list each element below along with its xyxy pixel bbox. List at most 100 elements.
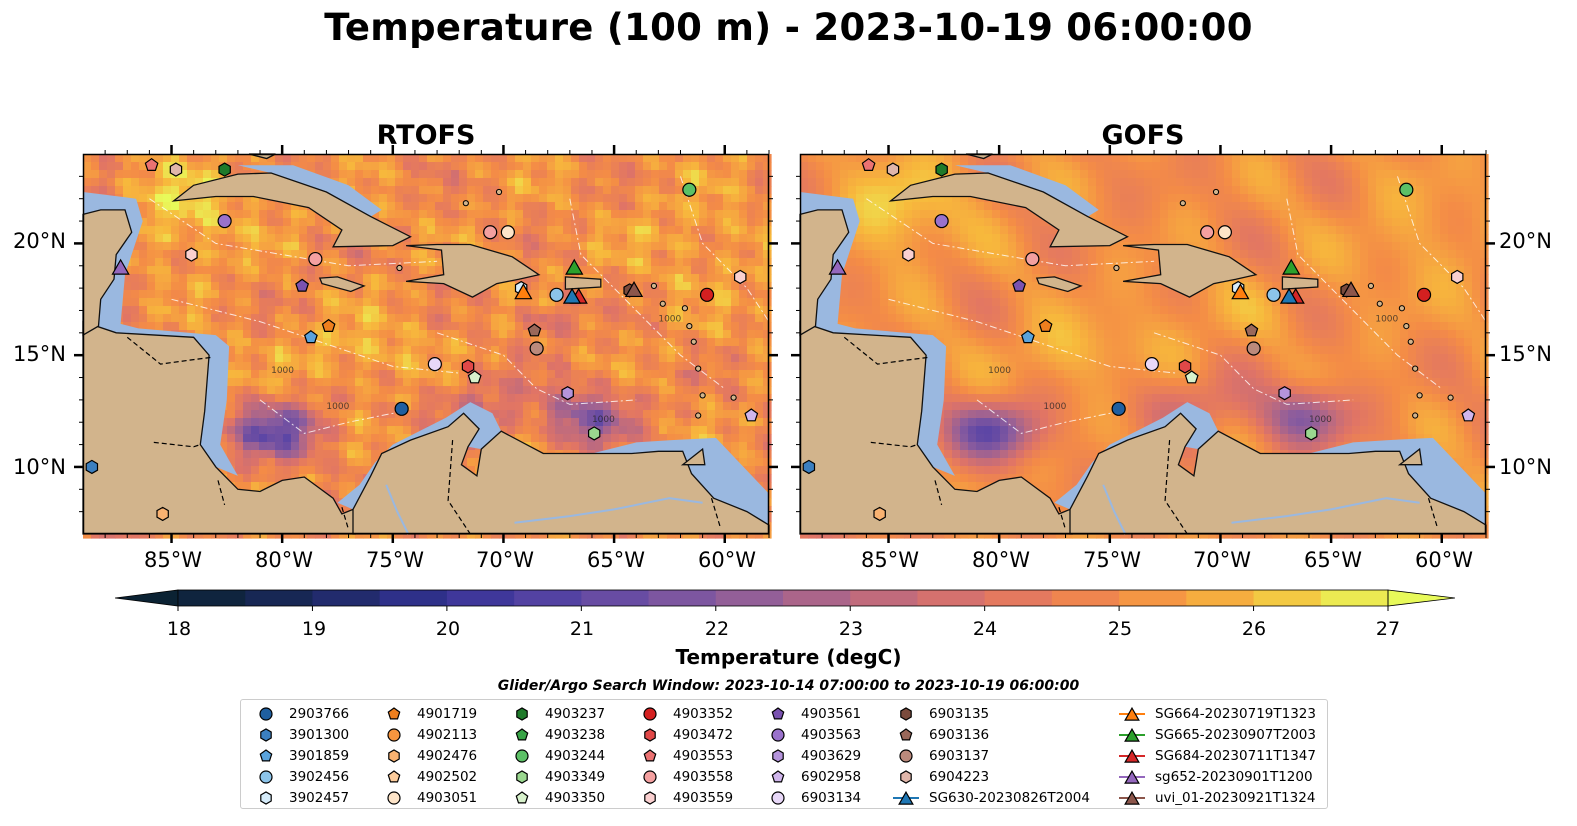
colorbar-tick-21: 21 [569, 618, 595, 640]
marker-4903561 [1012, 278, 1027, 292]
small-island [650, 282, 658, 289]
colorbar-segment [1119, 590, 1187, 606]
small-island [1447, 394, 1454, 401]
landmass-south-america [1069, 412, 1487, 535]
marker-4903349 [588, 426, 601, 441]
triangle-line-marker-icon [1119, 748, 1145, 763]
circle-marker-icon [771, 791, 785, 805]
river [613, 497, 703, 511]
colorbar-frame [177, 589, 1389, 607]
legend-entry: 4903558 [635, 767, 733, 787]
legend-label: 4903629 [801, 748, 862, 764]
lon-label-60-gofs: 60°W [1415, 548, 1473, 572]
marker-4902476 [156, 506, 169, 522]
colorbar-extend-min [115, 589, 179, 607]
colorbar-segment [312, 590, 381, 606]
landmass-south-america [352, 412, 770, 535]
legend-label: SG665-20230907T2003 [1155, 727, 1316, 743]
legend-label: 4903553 [673, 748, 734, 764]
small-island [659, 300, 666, 307]
legend-label: 2903766 [289, 706, 350, 722]
legend-entry: 4901719 [379, 704, 477, 724]
small-island [1407, 338, 1414, 345]
lat-label-15-right: 15°N [1499, 342, 1552, 366]
land [82, 153, 770, 535]
marker-2903766 [394, 401, 409, 416]
marker-4903558 [1025, 251, 1040, 267]
marker-4903629 [561, 386, 574, 401]
marker-6902958 [744, 408, 759, 422]
hexagon-marker-icon [388, 749, 400, 763]
marker-4901719 [1038, 318, 1053, 332]
rtofs-panel-title: RTOFS [376, 120, 476, 151]
map-frame [82, 153, 770, 535]
marker-4903350 [1184, 370, 1199, 384]
marker-3901300 [802, 459, 816, 475]
lat-label-10-left: 10°N [13, 455, 66, 479]
landmass-hispaniola [1122, 243, 1258, 298]
legend-label: 4902476 [417, 748, 478, 764]
marker-4903563 [934, 213, 949, 229]
marker-4903559b [185, 247, 198, 262]
marker-SG664 [1231, 283, 1250, 300]
country-border [447, 440, 471, 535]
marker-SG630 [562, 287, 582, 304]
river [514, 508, 615, 524]
eez-boundary [436, 332, 637, 405]
pentagon-marker-icon [387, 707, 401, 720]
legend-entry: 3901300 [251, 725, 349, 745]
pentagon-marker-icon [771, 770, 785, 783]
eez-boundary [888, 298, 1177, 374]
pentagon-marker-icon [515, 791, 529, 804]
country-border [126, 336, 212, 365]
legend-entry: 3901859 [251, 746, 349, 766]
marker-4903352 [1416, 287, 1432, 302]
lon-label-80-rtofs: 80°W [255, 548, 313, 572]
legend-entry: 3902457 [251, 788, 349, 808]
legend-entry: 3902456 [251, 767, 349, 787]
legend-label: SG630-20230826T2004 [929, 790, 1090, 806]
marker-4903559 [1450, 269, 1464, 285]
landmass-puerto-rico [1281, 276, 1319, 290]
marker-3901859 [1020, 330, 1035, 344]
legend-entry: 4903559 [635, 788, 733, 808]
legend-entry: 4903237 [507, 704, 605, 724]
legend-entry: 6902958 [763, 767, 861, 787]
marker-4903472 [461, 359, 475, 374]
legend-entry: SG630-20230826T2004 [891, 788, 1090, 808]
country-border [710, 498, 721, 528]
lon-label-85-gofs: 85°W [861, 548, 919, 572]
small-island [495, 188, 503, 196]
legend-label: 4903352 [673, 706, 734, 722]
small-island [1367, 282, 1375, 289]
small-island [681, 305, 689, 312]
pentagon-marker-icon [643, 749, 657, 762]
small-island [690, 338, 697, 345]
legend-entry: 6903137 [891, 746, 989, 766]
marker-4902476 [873, 506, 886, 522]
legend-entry: 2903766 [251, 704, 349, 724]
marker-4903553 [144, 157, 159, 171]
lat-label-20-right: 20°N [1499, 229, 1552, 253]
eez-boundary [259, 399, 404, 434]
hexagon-marker-icon [644, 791, 656, 805]
marker-sg652 [828, 258, 847, 275]
gofs-panel-title: GOFS [1101, 120, 1185, 151]
small-island [1412, 365, 1419, 372]
observation-markers [85, 157, 759, 522]
circle-marker-icon [259, 707, 273, 721]
small-island [686, 323, 693, 330]
marker-4903237 [218, 162, 231, 177]
marker-3901300 [85, 459, 99, 475]
rtofs-map: 1000 1000 1000 1000 [74, 145, 778, 543]
colorbar-segment [715, 590, 784, 606]
legend-label: 6903136 [929, 727, 990, 743]
marker-4903352 [699, 287, 715, 302]
legend-label: 4902502 [417, 769, 478, 785]
marker-6903137 [529, 341, 544, 356]
colorbar-segment [1186, 590, 1255, 606]
circle-marker-icon [259, 770, 273, 784]
landmass-jamaica [1035, 276, 1083, 293]
legend-entry: 4903051 [379, 788, 477, 808]
marker-4903244 [1399, 182, 1414, 197]
